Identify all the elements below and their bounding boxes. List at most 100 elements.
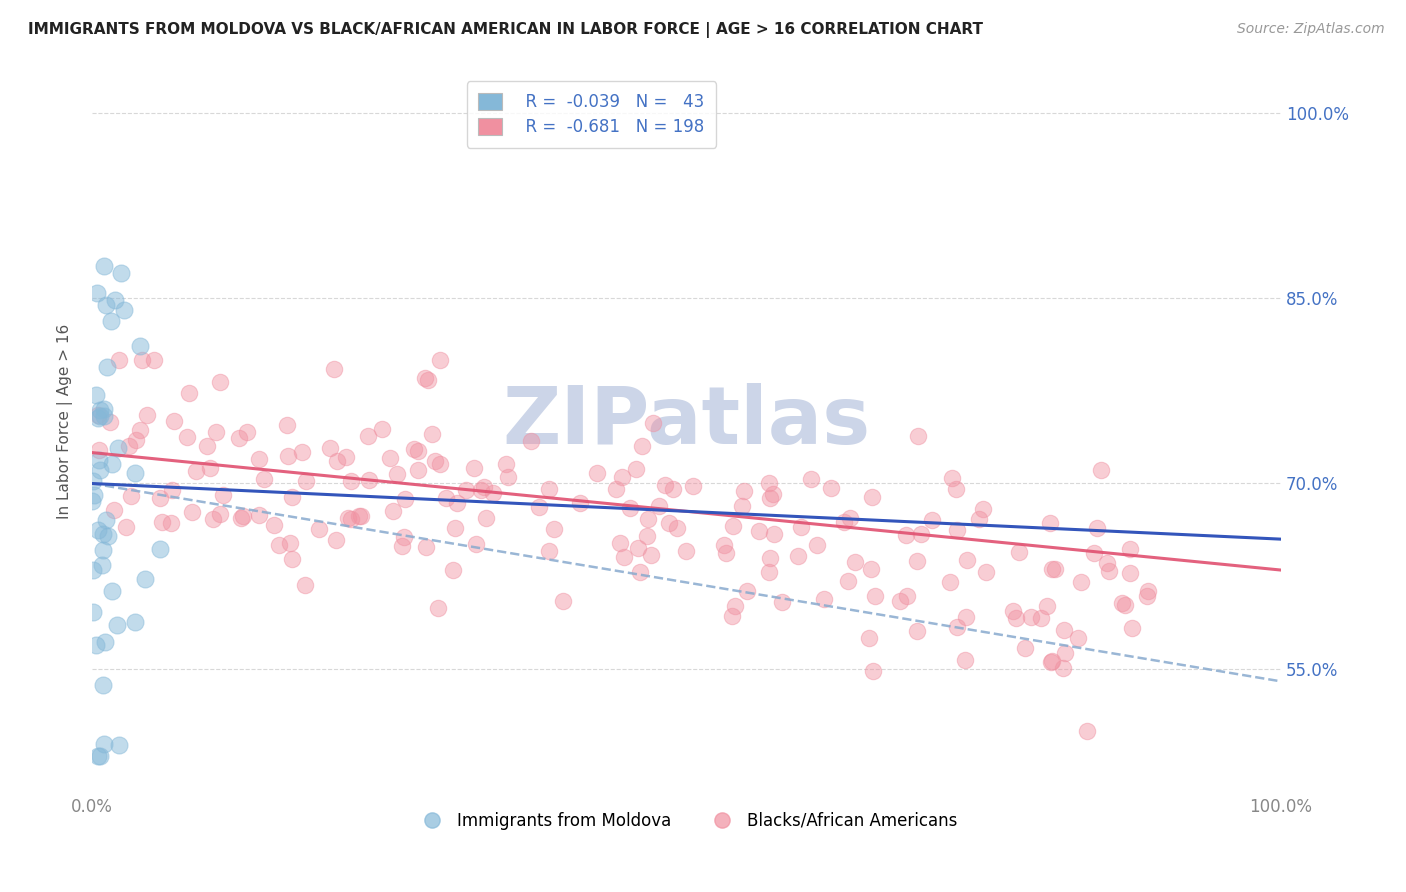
Point [429, 458, 451, 472]
Point [197, 439, 219, 453]
Point [844, 555, 866, 569]
Point [143, 352, 166, 367]
Point [325, 533, 347, 548]
Point [790, 520, 813, 534]
Point [420, 426, 443, 441]
Point [426, 601, 449, 615]
Point [1014, 641, 1036, 656]
Point [378, 450, 401, 465]
Point [956, 553, 979, 567]
Point [124, 466, 146, 480]
Point [496, 470, 519, 484]
Point [93, 259, 115, 273]
Point [177, 386, 200, 401]
Point [1045, 562, 1067, 576]
Point [907, 428, 929, 442]
Point [82, 606, 104, 620]
Point [418, 373, 440, 387]
Point [470, 483, 492, 497]
Point [654, 478, 676, 492]
Point [921, 513, 943, 527]
Point [1090, 463, 1112, 477]
Point [658, 516, 681, 531]
Point [474, 511, 496, 525]
Point [209, 375, 232, 389]
Point [129, 424, 152, 438]
Point [838, 511, 860, 525]
Point [758, 566, 780, 580]
Point [87, 524, 110, 538]
Point [112, 302, 135, 317]
Point [89, 748, 111, 763]
Point [124, 615, 146, 630]
Point [278, 536, 301, 550]
Point [357, 474, 380, 488]
Point [267, 538, 290, 552]
Point [946, 523, 969, 537]
Point [108, 352, 131, 367]
Point [724, 599, 747, 613]
Point [247, 451, 270, 466]
Point [605, 483, 627, 497]
Text: IMMIGRANTS FROM MOLDOVA VS BLACK/AFRICAN AMERICAN IN LABOR FORCE | AGE > 16 CORR: IMMIGRANTS FROM MOLDOVA VS BLACK/AFRICAN… [28, 22, 983, 38]
Point [107, 441, 129, 455]
Point [294, 474, 316, 488]
Point [280, 490, 302, 504]
Point [205, 425, 228, 439]
Point [472, 480, 495, 494]
Point [434, 491, 457, 505]
Point [231, 511, 253, 525]
Point [714, 546, 737, 560]
Point [415, 540, 437, 554]
Point [763, 527, 786, 541]
Point [402, 442, 425, 456]
Point [392, 530, 415, 544]
Point [198, 461, 221, 475]
Point [463, 461, 485, 475]
Point [413, 371, 436, 385]
Point [1019, 610, 1042, 624]
Point [149, 542, 172, 557]
Point [114, 520, 136, 534]
Point [83, 488, 105, 502]
Point [97, 529, 120, 543]
Point [347, 508, 370, 523]
Point [721, 519, 744, 533]
Point [394, 492, 416, 507]
Point [89, 442, 111, 457]
Point [640, 548, 662, 562]
Point [665, 521, 688, 535]
Point [941, 471, 963, 485]
Point [101, 458, 124, 472]
Point [1001, 603, 1024, 617]
Point [96, 360, 118, 375]
Point [1111, 596, 1133, 610]
Point [208, 507, 231, 521]
Point [160, 483, 183, 498]
Point [100, 583, 122, 598]
Point [91, 526, 114, 541]
Point [385, 467, 408, 481]
Point [613, 550, 636, 565]
Point [527, 500, 550, 514]
Point [974, 566, 997, 580]
Point [464, 537, 486, 551]
Point [967, 512, 990, 526]
Point [624, 461, 647, 475]
Point [120, 490, 142, 504]
Point [551, 593, 574, 607]
Point [186, 464, 208, 478]
Point [87, 408, 110, 422]
Point [619, 501, 641, 516]
Point [202, 512, 225, 526]
Point [91, 558, 114, 572]
Point [105, 618, 128, 632]
Point [454, 483, 477, 498]
Point [905, 624, 928, 638]
Point [236, 425, 259, 439]
Point [180, 505, 202, 519]
Point [759, 491, 782, 506]
Point [176, 430, 198, 444]
Point [643, 416, 665, 430]
Point [350, 509, 373, 524]
